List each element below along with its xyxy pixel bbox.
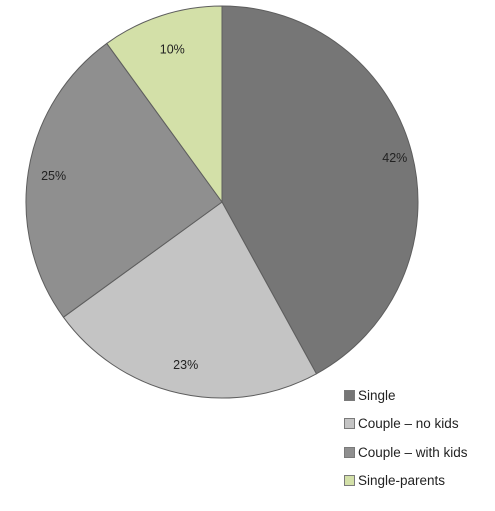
pie-slices [25,5,419,399]
legend-swatch-single-parents [344,475,355,486]
data-label-couple-no-kids: 23% [173,358,198,372]
legend-item-couple-no-kids: Couple – no kids [344,413,492,435]
pie-slice-couple-with-kids [25,42,223,318]
legend-item-couple-with-kids: Couple – with kids [344,441,492,463]
data-label-single: 42% [382,151,407,165]
pie-slice-single [221,5,419,375]
pie-slice-couple-no-kids [62,201,317,399]
legend-swatch-couple-no-kids [344,418,355,429]
legend-item-single: Single [344,384,492,406]
legend-label-couple-no-kids: Couple – no kids [358,416,459,431]
pie-slice-single-parents [106,5,223,203]
data-label-couple-with-kids: 25% [41,169,66,183]
legend-label-single: Single [358,387,396,403]
legend-label-single-parents: Single-parents [358,473,446,488]
data-label-single-parents: 10% [160,43,185,57]
legend-label-couple-with-kids: Couple – with kids [358,444,468,460]
pie-data-labels: 42% 23% 25% 10% [41,43,407,373]
legend-item-single-parents: Single-parents [344,470,492,492]
legend-swatch-couple-with-kids [344,446,355,458]
legend: Single Couple – no kids Couple – with ki… [344,384,492,498]
legend-swatch-single [344,389,355,401]
